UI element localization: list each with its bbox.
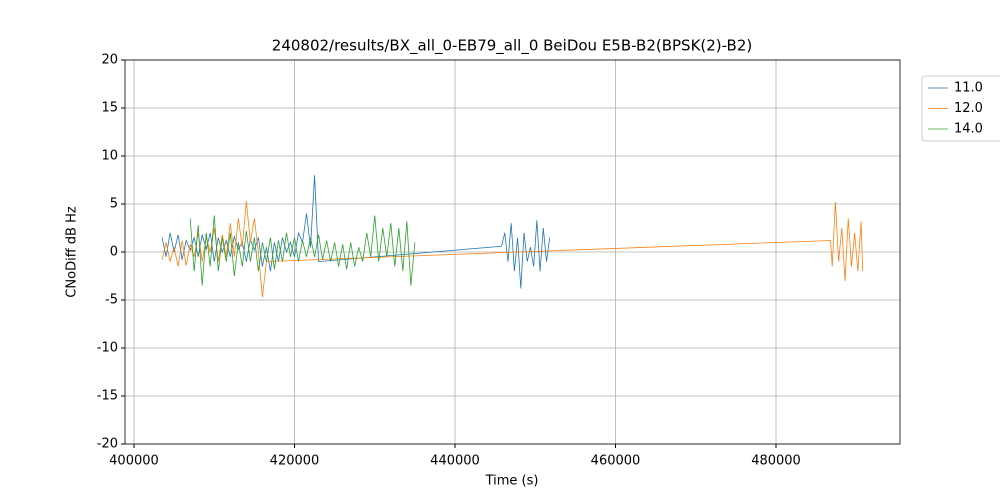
y-tick-label: 10 xyxy=(101,149,118,164)
series-line xyxy=(161,201,864,298)
chart-title: 240802/results/BX_all_0-EB79_all_0 BeiDo… xyxy=(272,37,752,56)
legend: 11.0 12.0 14.0 xyxy=(921,75,1000,142)
y-tick-label: 0 xyxy=(110,245,118,260)
x-tick-label: 400000 xyxy=(109,454,159,469)
y-tick-label: -5 xyxy=(105,293,118,308)
x-tick-label: 440000 xyxy=(430,454,480,469)
x-tick-label: 480000 xyxy=(751,454,801,469)
x-tick-label: 420000 xyxy=(270,454,320,469)
legend-frame xyxy=(921,75,1000,142)
series-line xyxy=(189,215,416,286)
legend-label: 14.0 xyxy=(954,122,983,137)
y-axis-label: CNoDiff dB Hz xyxy=(65,206,80,298)
legend-label: 12.0 xyxy=(954,101,983,116)
y-tick-label: 15 xyxy=(101,101,118,116)
y-tick-label: -15 xyxy=(97,389,118,404)
plot-frame xyxy=(124,59,901,445)
y-tick-label: 20 xyxy=(101,53,118,68)
series-line xyxy=(161,175,551,289)
legend-label: 11.0 xyxy=(954,81,983,96)
x-axis-label: Time (s) xyxy=(485,474,539,489)
y-tick-label: -10 xyxy=(97,341,118,356)
y-tick-label: 5 xyxy=(110,197,118,212)
y-tick-label: -20 xyxy=(97,437,118,452)
x-tick-label: 460000 xyxy=(591,454,641,469)
